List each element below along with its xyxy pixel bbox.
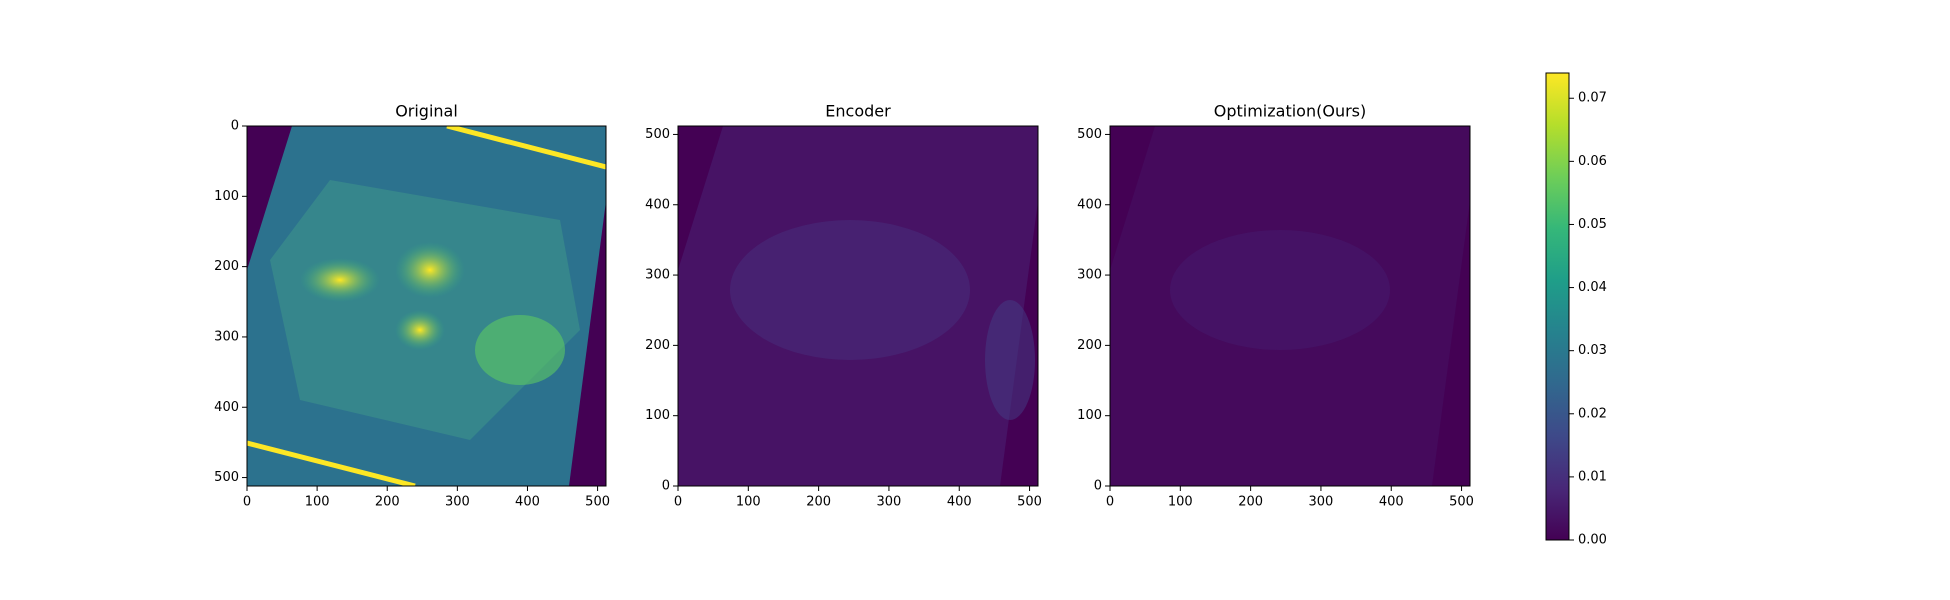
y-tick-label: 0 bbox=[1094, 479, 1102, 494]
colorbar-tick-label: 0.02 bbox=[1578, 406, 1607, 421]
y-tick-label: 500 bbox=[645, 127, 670, 142]
x-tick-label: 100 bbox=[736, 495, 761, 510]
y-tick-label: 100 bbox=[1077, 408, 1102, 423]
x-tick-label: 500 bbox=[1449, 495, 1474, 510]
y-tick-label: 300 bbox=[1077, 268, 1102, 283]
x-tick-label: 300 bbox=[1309, 495, 1334, 510]
x-tick-label: 0 bbox=[243, 495, 251, 510]
y-tick-label: 400 bbox=[1077, 197, 1102, 212]
panel-title: Encoder bbox=[825, 102, 891, 121]
colorbar-tick-label: 0.06 bbox=[1578, 154, 1607, 169]
y-tick-label: 300 bbox=[645, 268, 670, 283]
x-tick-label: 0 bbox=[674, 495, 682, 510]
x-tick-label: 500 bbox=[1017, 495, 1042, 510]
y-tick-label: 0 bbox=[231, 119, 239, 134]
y-tick-label: 100 bbox=[214, 189, 239, 204]
x-tick-label: 500 bbox=[585, 495, 610, 510]
colorbar-tick-label: 0.01 bbox=[1578, 469, 1607, 484]
colorbar-tick-label: 0.05 bbox=[1578, 217, 1607, 232]
x-tick-label: 300 bbox=[445, 495, 470, 510]
x-tick-label: 200 bbox=[806, 495, 831, 510]
panel-title: Original bbox=[395, 102, 458, 121]
y-tick-label: 200 bbox=[214, 259, 239, 274]
x-tick-label: 200 bbox=[1238, 495, 1263, 510]
colorbar bbox=[1545, 72, 1570, 541]
colorbar-tick-label: 0.07 bbox=[1578, 91, 1607, 106]
panel-title: Optimization(Ours) bbox=[1214, 102, 1366, 121]
axes-frame bbox=[246, 125, 607, 487]
x-tick-label: 400 bbox=[947, 495, 972, 510]
y-tick-label: 500 bbox=[214, 470, 239, 485]
x-tick-label: 100 bbox=[1168, 495, 1193, 510]
x-tick-label: 400 bbox=[515, 495, 540, 510]
image-original bbox=[247, 126, 606, 486]
x-tick-label: 200 bbox=[375, 495, 400, 510]
colorbar-tick-label: 0.00 bbox=[1578, 533, 1607, 548]
y-tick-label: 400 bbox=[645, 197, 670, 212]
y-tick-label: 200 bbox=[1077, 338, 1102, 353]
x-tick-label: 0 bbox=[1106, 495, 1114, 510]
y-tick-label: 500 bbox=[1077, 127, 1102, 142]
image-optimization bbox=[1110, 126, 1470, 486]
x-tick-label: 400 bbox=[1379, 495, 1404, 510]
colorbar-tick-label: 0.04 bbox=[1578, 280, 1607, 295]
x-tick-label: 100 bbox=[305, 495, 330, 510]
axes-frame bbox=[677, 125, 1039, 487]
y-tick-label: 100 bbox=[645, 408, 670, 423]
colorbar-tick-label: 0.03 bbox=[1578, 343, 1607, 358]
y-tick-label: 0 bbox=[662, 479, 670, 494]
x-tick-label: 300 bbox=[877, 495, 902, 510]
image-encoder bbox=[678, 126, 1038, 486]
y-tick-label: 300 bbox=[214, 329, 239, 344]
axes-frame bbox=[1109, 125, 1471, 487]
y-tick-label: 200 bbox=[645, 338, 670, 353]
y-tick-label: 400 bbox=[214, 400, 239, 415]
